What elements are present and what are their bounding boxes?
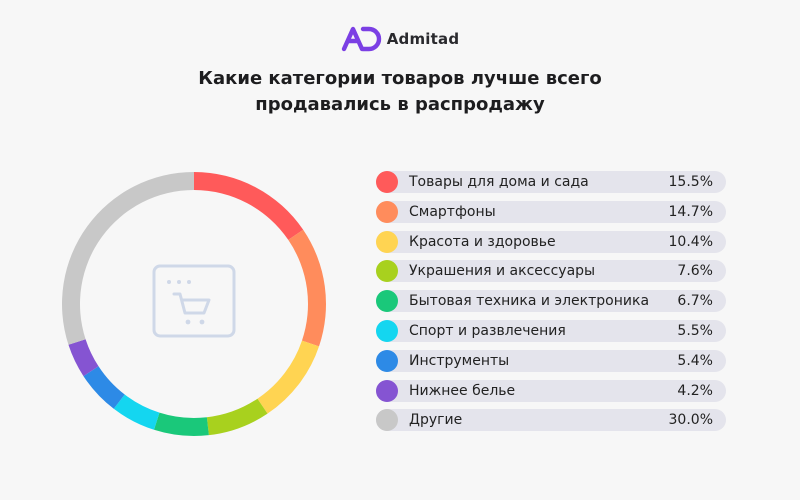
legend-label: Нижнее белье bbox=[409, 382, 516, 399]
donut-slice bbox=[257, 340, 320, 414]
chart-legend: Товары для дома и сада 15.5% Смартфоны 14.7… bbox=[376, 171, 726, 439]
legend-label: Красота и здоровье bbox=[409, 233, 556, 250]
legend-label: Смартфоны bbox=[409, 203, 496, 220]
legend-label: Другие bbox=[409, 412, 463, 429]
legend-item: Другие 30.0% bbox=[376, 409, 726, 432]
legend-item-background bbox=[376, 171, 726, 193]
legend-value: 5.4% bbox=[677, 352, 713, 369]
admitad-logo-icon bbox=[341, 26, 381, 52]
legend-item: Спорт и развлечения 5.5% bbox=[376, 319, 726, 342]
legend-value: 10.4% bbox=[668, 233, 713, 250]
donut-slice bbox=[113, 394, 160, 430]
legend-item: Бытовая техника и электроника 6.7% bbox=[376, 290, 726, 313]
legend-item-background bbox=[376, 319, 726, 342]
chart-title: Какие категории товаров лучше всего прод… bbox=[150, 66, 650, 118]
legend-color-swatch bbox=[376, 230, 398, 253]
legend-color-swatch bbox=[376, 379, 398, 402]
legend-item: Красота и здоровье 10.4% bbox=[376, 230, 726, 253]
legend-value: 15.5% bbox=[668, 174, 713, 190]
donut-slices bbox=[61, 172, 326, 436]
legend-color-swatch bbox=[376, 200, 398, 223]
donut-slice bbox=[194, 172, 304, 240]
legend-item-background bbox=[376, 290, 726, 313]
legend-item-background bbox=[376, 200, 726, 223]
legend-label: Спорт и развлечения bbox=[409, 322, 566, 339]
brand-name: Admitad bbox=[386, 30, 460, 48]
legend-label: Инструменты bbox=[409, 352, 510, 369]
legend-item-background bbox=[376, 379, 726, 402]
legend-color-swatch bbox=[376, 349, 398, 372]
legend-item-background bbox=[376, 409, 726, 432]
chart-title-line-1: Какие категории товаров лучше всего bbox=[198, 68, 602, 89]
legend-label: Товары для дома и сада bbox=[409, 174, 589, 190]
legend-item-background bbox=[376, 230, 726, 253]
donut-slice bbox=[206, 398, 268, 436]
legend-label: Украшения и аксессуары bbox=[409, 263, 596, 280]
legend-color-swatch bbox=[376, 319, 398, 342]
legend-item-background bbox=[376, 260, 726, 283]
legend-label: Бытовая техника и электроника bbox=[409, 293, 650, 310]
chart-title-line-2: продавались в распродажу bbox=[255, 94, 545, 115]
donut-slice bbox=[83, 366, 125, 409]
brand-logo: Admitad bbox=[0, 26, 800, 52]
donut-slice bbox=[68, 339, 99, 377]
legend-color-swatch bbox=[376, 290, 398, 313]
legend-value: 4.2% bbox=[677, 382, 713, 399]
donut-chart bbox=[61, 172, 326, 436]
legend-color-swatch bbox=[376, 171, 398, 193]
legend-item: Нижнее белье 4.2% bbox=[376, 379, 726, 402]
legend-value: 5.5% bbox=[677, 322, 713, 339]
legend-item-background bbox=[376, 349, 726, 372]
legend-value: 6.7% bbox=[677, 293, 713, 310]
legend-value: 7.6% bbox=[677, 263, 713, 280]
donut-slice bbox=[288, 229, 326, 347]
legend-item: Инструменты 5.4% bbox=[376, 349, 726, 372]
legend-value: 14.7% bbox=[668, 203, 713, 220]
legend-item: Украшения и аксессуары 7.6% bbox=[376, 260, 726, 283]
donut-slice bbox=[61, 172, 195, 345]
donut-slice bbox=[153, 412, 209, 436]
legend-item: Товары для дома и сада 15.5% bbox=[376, 171, 726, 193]
legend-value: 30.0% bbox=[668, 412, 713, 429]
shopping-cart-icon bbox=[152, 264, 236, 338]
legend-color-swatch bbox=[376, 409, 398, 432]
legend-color-swatch bbox=[376, 260, 398, 283]
legend-item: Смартфоны 14.7% bbox=[376, 200, 726, 223]
